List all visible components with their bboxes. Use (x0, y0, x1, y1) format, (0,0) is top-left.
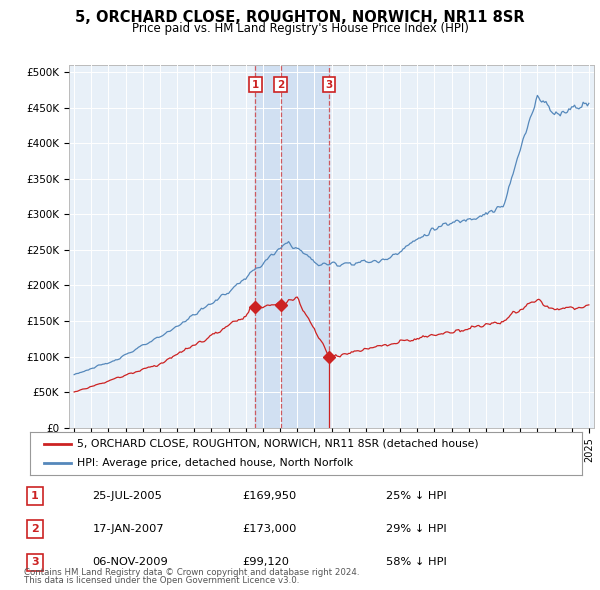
Text: 25-JUL-2005: 25-JUL-2005 (92, 491, 163, 502)
Text: 2: 2 (31, 525, 39, 535)
Text: 1: 1 (31, 491, 39, 502)
Text: 5, ORCHARD CLOSE, ROUGHTON, NORWICH, NR11 8SR (detached house): 5, ORCHARD CLOSE, ROUGHTON, NORWICH, NR1… (77, 439, 479, 449)
Text: 2: 2 (277, 80, 284, 90)
Text: HPI: Average price, detached house, North Norfolk: HPI: Average price, detached house, Nort… (77, 458, 353, 468)
Text: 3: 3 (31, 558, 39, 568)
Text: 58% ↓ HPI: 58% ↓ HPI (386, 558, 447, 568)
Text: Contains HM Land Registry data © Crown copyright and database right 2024.: Contains HM Land Registry data © Crown c… (24, 568, 359, 577)
Text: £173,000: £173,000 (242, 525, 297, 535)
Text: 3: 3 (325, 80, 332, 90)
Text: £169,950: £169,950 (242, 491, 296, 502)
Text: 29% ↓ HPI: 29% ↓ HPI (386, 525, 447, 535)
Text: Price paid vs. HM Land Registry's House Price Index (HPI): Price paid vs. HM Land Registry's House … (131, 22, 469, 35)
Text: 1: 1 (251, 80, 259, 90)
Text: 5, ORCHARD CLOSE, ROUGHTON, NORWICH, NR11 8SR: 5, ORCHARD CLOSE, ROUGHTON, NORWICH, NR1… (75, 10, 525, 25)
Bar (256, 65, 329, 428)
Text: 06-NOV-2009: 06-NOV-2009 (92, 558, 169, 568)
Text: 25% ↓ HPI: 25% ↓ HPI (386, 491, 447, 502)
Text: 17-JAN-2007: 17-JAN-2007 (92, 525, 164, 535)
Text: £99,120: £99,120 (242, 558, 289, 568)
Text: This data is licensed under the Open Government Licence v3.0.: This data is licensed under the Open Gov… (24, 576, 299, 585)
